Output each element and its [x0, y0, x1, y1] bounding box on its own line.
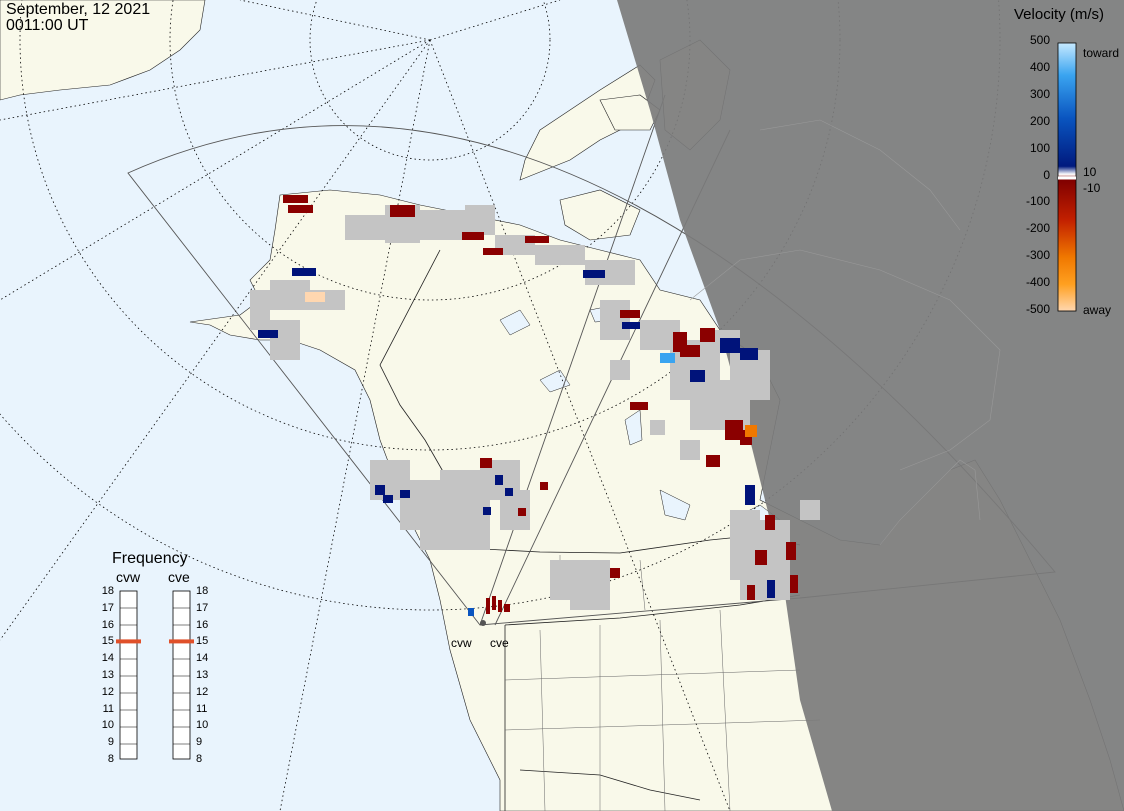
frequency-tick-left: 9 [107, 736, 114, 749]
site-label-cvw: cvw [451, 636, 472, 650]
radar-name-cve: cve [168, 569, 190, 585]
frequency-tick-right: 9 [196, 736, 203, 749]
velocity-tick: -200 [1025, 221, 1050, 236]
frequency-tick-left: 14 [101, 652, 114, 665]
velocity-tick: 200 [1029, 113, 1050, 128]
frequency-tick-right: 15 [196, 635, 209, 648]
frequency-tick-right: 11 [196, 702, 208, 715]
away-label: away [1083, 303, 1112, 317]
inner-pos-label: 10 [1083, 165, 1097, 179]
frequency-marker-cve [169, 639, 194, 644]
frequency-tick-right: 14 [196, 652, 209, 665]
frequency-marker-cvw [116, 639, 141, 644]
night-coast [689, 119, 1001, 546]
radar-site [480, 620, 486, 626]
date-label: September, 12 2021 [6, 1, 151, 18]
velocity-tick: -400 [1025, 275, 1050, 290]
frequency-tick-right: 17 [196, 601, 209, 614]
frequency-tick-left: 11 [102, 702, 114, 715]
velocity-tick: -300 [1025, 248, 1050, 263]
frequency-tick-left: 16 [101, 618, 114, 631]
velocity-tick: 400 [1029, 59, 1050, 74]
velocity-tick: 100 [1029, 140, 1050, 155]
frequency-title: Frequency [112, 550, 188, 567]
state-lines [504, 555, 821, 811]
velocity-tick: -100 [1025, 194, 1050, 209]
frequency-bars [119, 590, 191, 760]
time-label: 0011:00 UT [6, 17, 89, 34]
ground-scatter [250, 205, 820, 610]
frequency-tick-left: 8 [107, 753, 114, 765]
velocity-cells [258, 195, 798, 616]
velocity-legend-title: Velocity (m/s) [1014, 6, 1105, 23]
frequency-tick-left: 10 [101, 719, 114, 732]
toward-label: toward [1083, 46, 1120, 60]
frequency-tick-left: 17 [101, 601, 114, 614]
radar-name-cvw: cvw [116, 569, 141, 585]
frequency-tick-right: 13 [196, 669, 209, 681]
velocity-tick: 500 [1029, 33, 1050, 47]
frequency-tick-right: 12 [196, 685, 209, 698]
frequency-tick-right: 18 [196, 585, 209, 597]
frequency-tick-right: 10 [196, 719, 209, 732]
night-terminator [617, 0, 1124, 811]
frequency-tick-left: 12 [101, 685, 114, 698]
frequency-tick-left: 18 [101, 585, 114, 597]
velocity-tick: -500 [1025, 302, 1050, 316]
site-label-cve: cve [490, 636, 509, 650]
frequency-tick-right: 16 [196, 618, 209, 631]
inner-neg-label: -10 [1083, 181, 1101, 195]
velocity-tick: 0 [1043, 167, 1050, 182]
frequency-tick-left: 15 [101, 635, 114, 648]
frequency-tick-right: 8 [196, 753, 203, 765]
frequency-tick-left: 13 [101, 669, 114, 681]
velocity-tick: 300 [1029, 86, 1050, 101]
